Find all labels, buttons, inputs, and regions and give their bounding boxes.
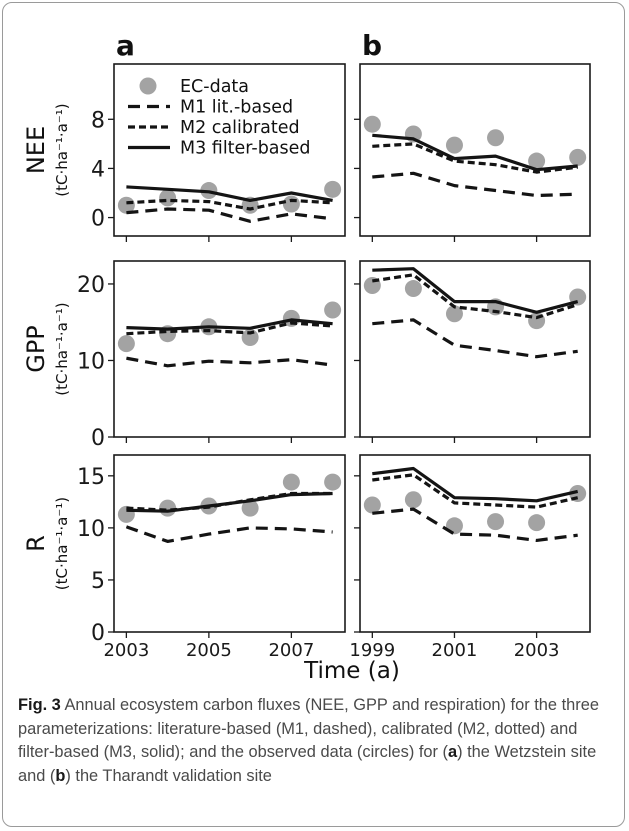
panel-b-nee — [354, 63, 591, 242]
caption-text: Annual ecosystem carbon fluxes (NEE, GPP… — [18, 696, 599, 785]
ec-data-point — [528, 152, 546, 170]
y-tick-label: 10 — [77, 349, 105, 374]
ec-data-point — [363, 115, 381, 133]
legend-item: EC-data — [139, 77, 249, 97]
legend-label: M1 lit.-based — [180, 98, 293, 118]
row-label-gpp: GPP — [22, 325, 50, 373]
row-units-label: (tC·ha⁻¹·a⁻¹) — [53, 103, 71, 196]
legend-marker — [139, 77, 157, 95]
caption-panel-ref: b — [55, 766, 66, 785]
x-tick-label: 2003 — [514, 640, 560, 661]
y-tick-label: 0 — [91, 207, 105, 232]
ec-data-point — [569, 148, 587, 166]
ec-data-point — [282, 473, 300, 491]
ec-data-point — [159, 499, 177, 517]
ec-data-point — [404, 491, 422, 509]
figure-caption: Fig. 3 Annual ecosystem carbon fluxes (N… — [18, 694, 614, 788]
plot-area — [113, 260, 346, 438]
series-dashed-line — [125, 525, 333, 544]
plot-area — [359, 63, 591, 237]
y-tick-label: 0 — [91, 426, 105, 451]
ec-data-point — [528, 514, 546, 532]
row-units-label: (tC·ha⁻¹·a⁻¹) — [53, 302, 71, 395]
x-axis-label: Time (a) — [303, 658, 400, 684]
panel-a-nee: 0 4 8 — [91, 63, 346, 242]
series-dashed-line — [126, 207, 333, 223]
ec-data-point — [445, 136, 463, 154]
caption-text-part: ) the Wetzstein site and ( — [18, 743, 597, 785]
x-tick-label: 1999 — [349, 640, 395, 661]
y-tick-label: 4 — [91, 157, 105, 182]
caption-text-part: Annual ecosystem carbon fluxes (NEE, GPP… — [18, 696, 599, 761]
row-units-label: (tC·ha⁻¹·a⁻¹) — [53, 497, 71, 590]
legend-item: M3 filter-based — [128, 139, 311, 159]
y-tick-label: 15 — [77, 465, 105, 490]
y-tick-label: 20 — [77, 273, 105, 298]
ec-data-point — [324, 473, 342, 491]
series-dotted-line — [126, 198, 333, 211]
caption-figure-label: Fig. 3 — [18, 696, 61, 714]
series-dashed-line — [126, 356, 333, 368]
y-tick-label: 5 — [91, 569, 105, 594]
y-tick-label: 0 — [91, 621, 105, 646]
legend-label: M2 calibrated — [180, 118, 300, 138]
ec-data-point — [363, 496, 381, 514]
y-tick-label: 8 — [91, 108, 105, 133]
series-dotted-line — [372, 142, 578, 174]
ec-data-point — [528, 312, 546, 330]
panel-label-a: a — [116, 29, 135, 62]
ec-data-point — [445, 305, 463, 323]
series-dashed-line — [372, 318, 578, 359]
ec-data-point — [404, 280, 422, 298]
ec-data-point — [324, 301, 342, 319]
series-solid-line — [372, 267, 579, 314]
row-label-nee: NEE — [22, 126, 50, 174]
ec-data-point — [324, 180, 342, 198]
x-tick-label: 2001 — [432, 640, 478, 661]
series-dashed-line — [372, 171, 578, 198]
series-solid-line — [126, 185, 333, 202]
x-tick-label: 2005 — [186, 640, 232, 661]
caption-text-part: ) the Tharandt validation site — [65, 766, 272, 785]
plot-area — [113, 63, 346, 237]
panel-b-r: 1999 2001 2003 — [349, 454, 591, 661]
plot-area — [359, 260, 591, 438]
series-solid-line — [126, 491, 333, 513]
panel-b-gpp — [354, 260, 591, 443]
legend-label: EC-data — [180, 77, 249, 97]
legend-label: M3 filter-based — [180, 139, 311, 159]
ec-data-point — [487, 513, 505, 531]
ec-data-point — [282, 195, 300, 213]
legend-item: M2 calibrated — [128, 118, 300, 138]
plot-area — [113, 454, 346, 633]
series-solid-line — [126, 318, 333, 331]
panel-label-b: b — [362, 29, 382, 62]
series-dotted-line — [372, 273, 579, 320]
x-tick-label: 2003 — [103, 640, 149, 661]
series-dotted-line — [372, 473, 579, 509]
row-label-r: R — [22, 535, 50, 552]
panel-a-gpp: 0 10 20 — [77, 260, 346, 451]
plot-area — [359, 454, 591, 633]
legend-item: M1 lit.-based — [128, 98, 293, 118]
panel-a-r: 0 5 10 15 2003 2005 2007 — [77, 454, 346, 661]
y-tick-label: 10 — [77, 517, 105, 542]
x-tick-label: 2007 — [268, 640, 314, 661]
caption-panel-ref: a — [447, 743, 458, 761]
series-dashed-line — [372, 507, 578, 543]
ec-data-point — [241, 499, 259, 517]
series-solid-line — [372, 133, 578, 172]
ec-data-point — [487, 129, 505, 147]
ec-data-point — [159, 189, 177, 207]
ec-data-point — [117, 335, 135, 353]
series-dotted-line — [126, 321, 333, 336]
series-solid-line — [372, 466, 579, 503]
